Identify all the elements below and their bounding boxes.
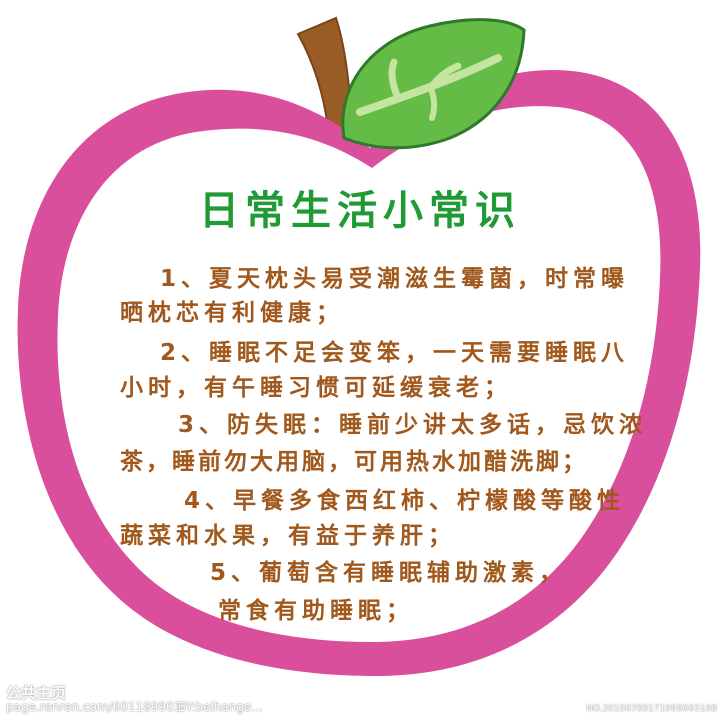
tip-4-line-1: 4、早餐多食西红柿、柠檬酸等酸性 (184, 488, 626, 514)
poster-title: 日常生活小常识 (199, 188, 521, 234)
tip-2-line-1: 2、睡眠不足会变笨，一天需要睡眠八 (160, 340, 630, 366)
leaf-vein (388, 58, 402, 102)
apple-face (57, 106, 661, 642)
tip-5-line-2: 常食有助睡眠； (218, 598, 414, 624)
watermark-id: NO.20100705171999063168 (586, 704, 717, 714)
tip-2-line-2: 小时，有午睡习惯可延缓衰老； (120, 375, 512, 401)
tip-4-line-2: 蔬菜和水果，有益于养肝； (120, 523, 456, 549)
tip-1-line-2: 晒枕芯有利健康； (120, 300, 344, 326)
tip-5-line-1: 5、葡萄含有睡眠辅助激素， (210, 560, 568, 586)
leaf-vein (427, 83, 438, 121)
leaf-vein (356, 54, 502, 116)
watermark-author: BY:beihange... (178, 700, 263, 714)
leaf-vein (428, 62, 462, 90)
watermark-logo: 公共主页 (6, 684, 67, 702)
tip-3-line-2: 茶，睡前勿大用脑，可用热水加醋洗脚； (120, 449, 588, 475)
watermark-url: page.renren.com/601189903 (6, 700, 182, 714)
tip-3-line-1: 3、防失眠：睡前少讲太多话，忌饮浓 (178, 412, 648, 438)
tip-1-line-1: 1、夏天枕头易受潮滋生霉菌，时常曝 (160, 266, 630, 292)
